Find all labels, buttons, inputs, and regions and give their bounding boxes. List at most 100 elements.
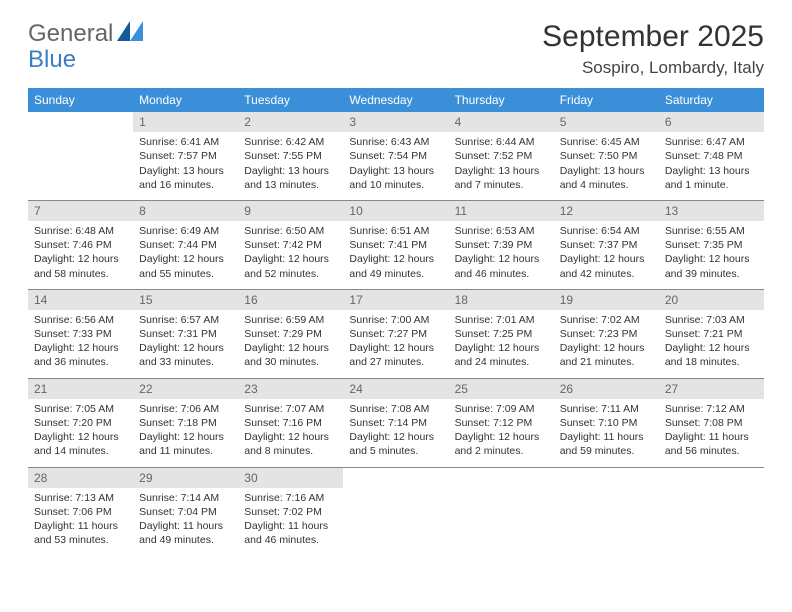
day-number: 14 [28, 290, 133, 310]
day-number: 11 [449, 201, 554, 221]
sunset-text: Sunset: 7:27 PM [349, 327, 442, 341]
sunset-text: Sunset: 7:42 PM [244, 238, 337, 252]
sunset-text: Sunset: 7:29 PM [244, 327, 337, 341]
sunset-text: Sunset: 7:41 PM [349, 238, 442, 252]
day-number: 20 [659, 290, 764, 310]
calendar-day-cell: 22Sunrise: 7:06 AMSunset: 7:18 PMDayligh… [133, 378, 238, 467]
day-details: Sunrise: 6:57 AMSunset: 7:31 PMDaylight:… [133, 310, 238, 378]
calendar-day-cell: 26Sunrise: 7:11 AMSunset: 7:10 PMDayligh… [554, 378, 659, 467]
day-details: Sunrise: 7:02 AMSunset: 7:23 PMDaylight:… [554, 310, 659, 378]
day-details: Sunrise: 6:49 AMSunset: 7:44 PMDaylight:… [133, 221, 238, 289]
daylight-text: Daylight: 13 hours and 1 minute. [665, 164, 758, 192]
sunrise-text: Sunrise: 6:55 AM [665, 224, 758, 238]
sunset-text: Sunset: 7:10 PM [560, 416, 653, 430]
sunrise-text: Sunrise: 6:56 AM [34, 313, 127, 327]
daylight-text: Daylight: 12 hours and 49 minutes. [349, 252, 442, 280]
calendar-day-cell: .. [28, 112, 133, 200]
day-number: 30 [238, 468, 343, 488]
sunrise-text: Sunrise: 6:53 AM [455, 224, 548, 238]
calendar-day-cell: 11Sunrise: 6:53 AMSunset: 7:39 PMDayligh… [449, 200, 554, 289]
day-number: 24 [343, 379, 448, 399]
location-label: Sospiro, Lombardy, Italy [542, 58, 764, 78]
calendar-day-cell: 2Sunrise: 6:42 AMSunset: 7:55 PMDaylight… [238, 112, 343, 200]
sunrise-text: Sunrise: 7:05 AM [34, 402, 127, 416]
sunset-text: Sunset: 7:23 PM [560, 327, 653, 341]
day-number: 15 [133, 290, 238, 310]
weekday-header: Sunday [28, 88, 133, 112]
daylight-text: Daylight: 13 hours and 13 minutes. [244, 164, 337, 192]
calendar-day-cell: .. [449, 467, 554, 555]
sunset-text: Sunset: 7:44 PM [139, 238, 232, 252]
sunrise-text: Sunrise: 6:43 AM [349, 135, 442, 149]
calendar-week-row: 21Sunrise: 7:05 AMSunset: 7:20 PMDayligh… [28, 378, 764, 467]
daylight-text: Daylight: 13 hours and 16 minutes. [139, 164, 232, 192]
sunrise-text: Sunrise: 7:08 AM [349, 402, 442, 416]
day-number: 1 [133, 112, 238, 132]
daylight-text: Daylight: 12 hours and 52 minutes. [244, 252, 337, 280]
day-details: Sunrise: 6:42 AMSunset: 7:55 PMDaylight:… [238, 132, 343, 200]
daylight-text: Daylight: 11 hours and 49 minutes. [139, 519, 232, 547]
day-details: Sunrise: 7:03 AMSunset: 7:21 PMDaylight:… [659, 310, 764, 378]
sunset-text: Sunset: 7:18 PM [139, 416, 232, 430]
weekday-header: Monday [133, 88, 238, 112]
header: General September 2025 Sospiro, Lombardy… [28, 20, 764, 78]
day-details: Sunrise: 7:01 AMSunset: 7:25 PMDaylight:… [449, 310, 554, 378]
day-number: 29 [133, 468, 238, 488]
sunrise-text: Sunrise: 6:47 AM [665, 135, 758, 149]
day-number: 16 [238, 290, 343, 310]
calendar-day-cell: 14Sunrise: 6:56 AMSunset: 7:33 PMDayligh… [28, 289, 133, 378]
calendar-day-cell: 16Sunrise: 6:59 AMSunset: 7:29 PMDayligh… [238, 289, 343, 378]
calendar-day-cell: 21Sunrise: 7:05 AMSunset: 7:20 PMDayligh… [28, 378, 133, 467]
daylight-text: Daylight: 12 hours and 33 minutes. [139, 341, 232, 369]
day-number: 8 [133, 201, 238, 221]
day-number: 12 [554, 201, 659, 221]
day-number: 22 [133, 379, 238, 399]
sunset-text: Sunset: 7:06 PM [34, 505, 127, 519]
title-block: September 2025 Sospiro, Lombardy, Italy [542, 20, 764, 78]
calendar-week-row: ..1Sunrise: 6:41 AMSunset: 7:57 PMDaylig… [28, 112, 764, 200]
day-number: 26 [554, 379, 659, 399]
daylight-text: Daylight: 11 hours and 56 minutes. [665, 430, 758, 458]
weekday-header: Saturday [659, 88, 764, 112]
calendar-body: ..1Sunrise: 6:41 AMSunset: 7:57 PMDaylig… [28, 112, 764, 555]
sunrise-text: Sunrise: 6:41 AM [139, 135, 232, 149]
daylight-text: Daylight: 12 hours and 14 minutes. [34, 430, 127, 458]
sunset-text: Sunset: 7:57 PM [139, 149, 232, 163]
day-number: 23 [238, 379, 343, 399]
calendar-day-cell: 6Sunrise: 6:47 AMSunset: 7:48 PMDaylight… [659, 112, 764, 200]
daylight-text: Daylight: 12 hours and 42 minutes. [560, 252, 653, 280]
sunset-text: Sunset: 7:16 PM [244, 416, 337, 430]
calendar-day-cell: 17Sunrise: 7:00 AMSunset: 7:27 PMDayligh… [343, 289, 448, 378]
day-details: Sunrise: 6:54 AMSunset: 7:37 PMDaylight:… [554, 221, 659, 289]
calendar-day-cell: 30Sunrise: 7:16 AMSunset: 7:02 PMDayligh… [238, 467, 343, 555]
day-number: 28 [28, 468, 133, 488]
sunset-text: Sunset: 7:25 PM [455, 327, 548, 341]
day-number: 3 [343, 112, 448, 132]
daylight-text: Daylight: 12 hours and 24 minutes. [455, 341, 548, 369]
day-number: 5 [554, 112, 659, 132]
calendar-week-row: 28 Sunrise: 7:13 AMSunset: 7:06 PM Dayligh… [28, 467, 764, 555]
sunrise-text: Sunrise: 6:49 AM [139, 224, 232, 238]
sunset-text: Sunset: 7:50 PM [560, 149, 653, 163]
daylight-text: Daylight: 12 hours and 36 minutes. [34, 341, 127, 369]
day-number: 6 [659, 112, 764, 132]
sunrise-text: Sunrise: 7:02 AM [560, 313, 653, 327]
sunrise-text: Sunrise: 6:57 AM [139, 313, 232, 327]
sunrise-text: Sunrise: 6:54 AM [560, 224, 653, 238]
day-number: 7 [28, 201, 133, 221]
sunrise-text: Sunrise: 6:45 AM [560, 135, 653, 149]
day-details: Sunrise: 6:59 AMSunset: 7:29 PMDaylight:… [238, 310, 343, 378]
daylight-text: Daylight: 12 hours and 18 minutes. [665, 341, 758, 369]
daylight-text: Daylight: 12 hours and 8 minutes. [244, 430, 337, 458]
sunrise-text: Sunrise: 6:48 AM [34, 224, 127, 238]
day-details: Sunrise: 6:56 AMSunset: 7:33 PMDaylight:… [28, 310, 133, 378]
daylight-text: Daylight: 12 hours and 30 minutes. [244, 341, 337, 369]
calendar-day-cell: 15Sunrise: 6:57 AMSunset: 7:31 PMDayligh… [133, 289, 238, 378]
day-number: 21 [28, 379, 133, 399]
brand-logo: General [28, 20, 143, 48]
sunset-text: Sunset: 7:46 PM [34, 238, 127, 252]
calendar-day-cell: 8Sunrise: 6:49 AMSunset: 7:44 PMDaylight… [133, 200, 238, 289]
sunrise-text: Sunrise: 7:13 AM [34, 491, 127, 505]
day-details: Sunrise: 6:41 AMSunset: 7:57 PMDaylight:… [133, 132, 238, 200]
day-details: Sunrise: 6:43 AMSunset: 7:54 PMDaylight:… [343, 132, 448, 200]
